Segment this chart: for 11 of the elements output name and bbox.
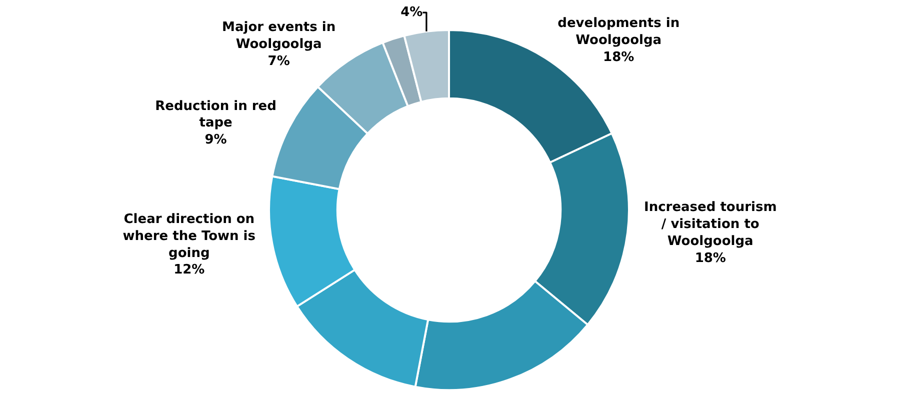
data-label: 9% [204, 132, 227, 148]
slice-label: developments in Woolgoolga [558, 16, 680, 48]
slice-label: Major events in Woolgoolga [222, 20, 336, 52]
slice-label: Clear direction on where the Town is going [122, 212, 256, 261]
data-label: 18% [694, 250, 726, 266]
data-label: 4% [400, 5, 423, 20]
slice-label: Increased tourism / visitation to Woolgoolga [644, 200, 777, 250]
slice-label: Reduction in red tape [155, 98, 276, 131]
data-label: 7% [268, 54, 290, 69]
data-label: 12% [174, 262, 205, 278]
data-label: 18% [603, 50, 634, 66]
